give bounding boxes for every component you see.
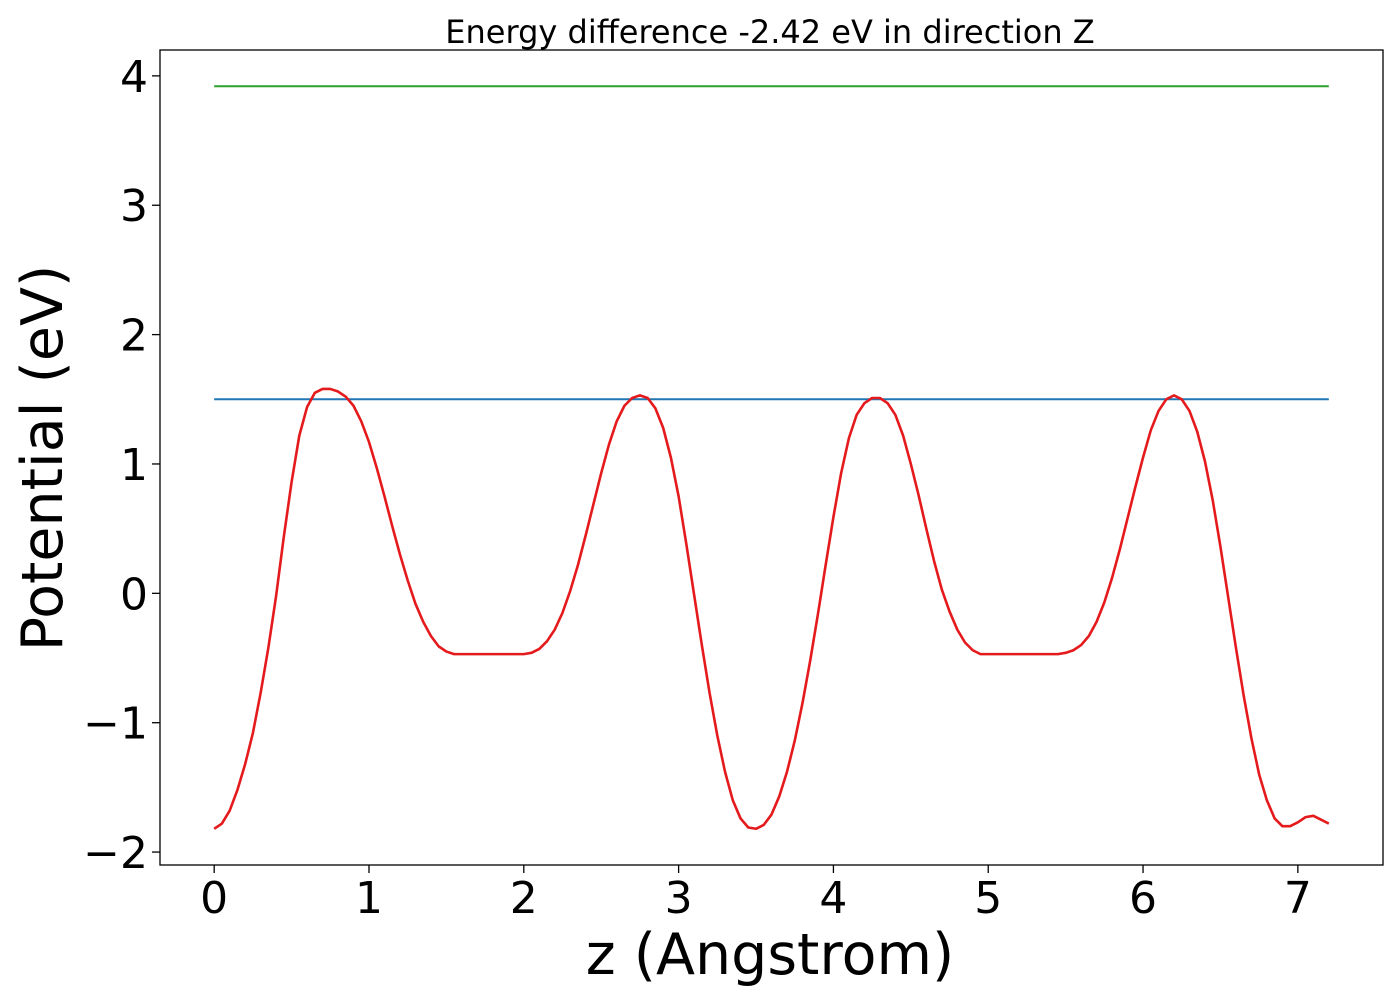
y-tick-label: 3 [120,181,148,232]
x-tick-label: 1 [355,873,383,924]
x-tick-label: 2 [510,873,538,924]
y-tick-label: 1 [120,440,148,491]
y-axis-title: Potential (eV) [10,265,76,651]
plot-area [213,85,1330,831]
y-tick-label: −1 [83,699,148,750]
series-line-3 [213,387,1330,831]
x-tick-label: 3 [665,873,693,924]
y-tick-label: 0 [120,569,148,620]
x-tick-label: 4 [819,873,847,924]
x-tick-label: 5 [974,873,1002,924]
x-tick-label: 7 [1284,873,1312,924]
y-tick-label: 4 [120,52,148,103]
y-tick-label: −2 [83,828,148,879]
plot-frame [159,49,1384,866]
y-tick-label: 2 [120,311,148,362]
x-axis-title: z (Angstrom) [586,922,954,988]
axes: 0 1 2 3 4 5 6 7 −2 −1 0 1 2 3 4 [83,49,1384,924]
x-tick-label: 0 [200,873,228,924]
x-tick-label: 6 [1129,873,1157,924]
chart-title: Energy difference -2.42 eV in direction … [445,13,1094,51]
